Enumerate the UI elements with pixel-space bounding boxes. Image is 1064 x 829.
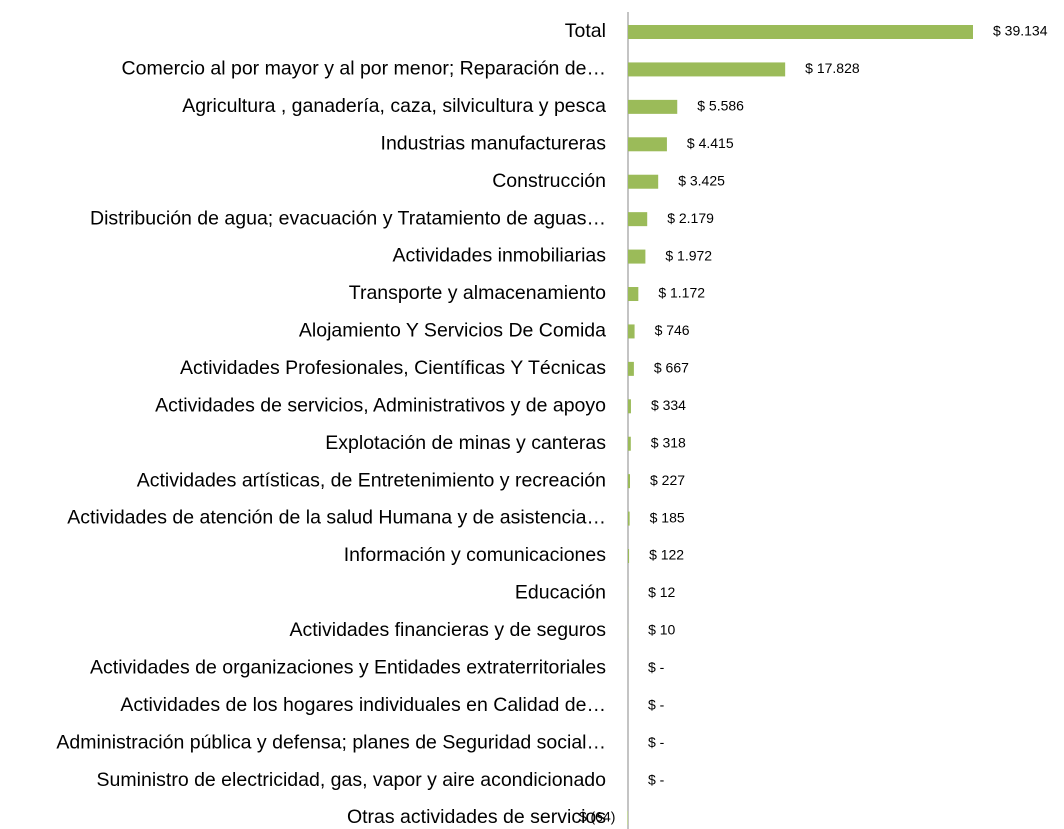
category-label: Actividades de atención de la salud Huma… [67,507,606,529]
category-label: Información y comunicaciones [344,544,607,566]
value-label: $ 667 [654,360,689,376]
category-label: Actividades de los hogares individuales … [120,694,606,716]
value-label: $ - [648,734,665,750]
category-label: Suministro de electricidad, gas, vapor y… [97,769,607,791]
value-label: $ 5.586 [697,98,744,114]
bar [628,174,659,189]
bar [628,549,630,564]
category-label: Transporte y almacenamiento [349,282,606,304]
value-label: $ (64) [579,809,616,825]
bar [628,361,634,376]
category-label: Actividades Profesionales, Científicas Y… [180,357,606,379]
value-label: $ 10 [648,622,675,638]
value-label: $ 1.972 [665,247,712,263]
category-label: Explotación de minas y canteras [325,432,606,454]
category-label: Agricultura , ganadería, caza, silvicult… [182,95,606,117]
bar [628,399,631,414]
category-label: Actividades de servicios, Administrativo… [155,394,606,416]
bar [628,474,631,489]
value-label: $ 4.415 [687,135,734,151]
value-label: $ 2.179 [667,210,714,226]
category-label: Actividades de organizaciones y Entidade… [90,656,606,678]
bar [628,137,667,152]
value-label: $ 1.172 [658,285,705,301]
value-label: $ 3.425 [678,172,725,188]
category-label: Alojamiento Y Servicios De Comida [299,320,606,342]
value-label: $ - [648,696,665,712]
value-label: $ 334 [651,397,686,413]
category-label: Administración pública y defensa; planes… [56,731,606,753]
value-label: $ 227 [650,472,685,488]
category-label: Actividades financieras y de seguros [289,619,606,641]
bar [628,511,630,526]
bar [628,324,635,339]
value-label: $ - [648,659,665,675]
bar [628,287,639,302]
bar [627,811,628,826]
category-label: Total [565,20,606,42]
value-label: $ 122 [649,547,684,563]
category-label: Distribución de agua; evacuación y Trata… [90,207,606,229]
value-label: $ - [648,771,665,787]
bar [628,99,678,114]
value-label: $ 746 [655,322,690,338]
bar [628,25,973,39]
category-label: Comercio al por mayor y al por menor; Re… [122,58,606,80]
bar [628,62,786,77]
category-label: Actividades artísticas, de Entretenimien… [137,469,606,491]
value-label: $ 17.828 [805,60,860,76]
bar [628,212,648,227]
category-label: Educación [515,582,606,604]
value-label: $ 12 [648,584,675,600]
value-label: $ 39.134 [993,23,1048,39]
category-label: Industrias manufactureras [381,132,607,154]
category-label: Construcción [492,170,606,192]
bar [628,436,631,451]
bar [628,249,646,264]
category-label: Otras actividades de servicios [347,806,606,828]
value-label: $ 318 [651,434,686,450]
category-label: Actividades inmobiliarias [392,245,606,267]
value-label: $ 185 [650,509,685,525]
